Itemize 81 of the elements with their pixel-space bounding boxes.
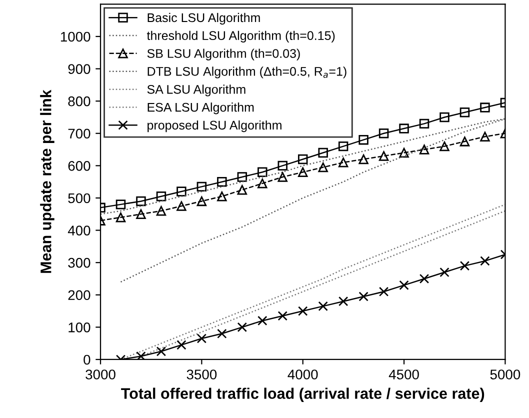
point xyxy=(237,322,248,332)
point xyxy=(419,144,430,154)
point xyxy=(217,328,227,338)
point xyxy=(440,141,450,152)
point xyxy=(419,274,430,284)
x-tick-label: 3500 xyxy=(186,370,217,380)
point xyxy=(399,148,409,158)
point xyxy=(318,162,328,172)
y-tick-label: 1000 xyxy=(60,32,90,42)
point xyxy=(237,172,248,182)
point xyxy=(136,196,146,206)
legend-label: DTB LSU Algorithm (Δth=0.5, R$_{a}$=1) xyxy=(148,66,346,78)
y-tick-label: 200 xyxy=(68,290,90,300)
point xyxy=(156,192,166,202)
point xyxy=(338,296,348,306)
point xyxy=(338,141,348,152)
y-tick-label: 300 xyxy=(68,258,90,268)
legend-label: proposed LSU Algorithm xyxy=(148,120,282,132)
point xyxy=(298,154,308,164)
point xyxy=(378,151,389,161)
point xyxy=(440,267,450,278)
y-tick-label: 400 xyxy=(68,226,90,236)
legend-label: SB LSU Algorithm (th=0.03) xyxy=(147,48,300,60)
point xyxy=(358,154,368,164)
point xyxy=(358,292,368,302)
point xyxy=(358,134,368,145)
point xyxy=(399,124,409,134)
point xyxy=(480,256,490,266)
point xyxy=(176,186,186,196)
point xyxy=(196,182,207,192)
point xyxy=(136,351,146,360)
point xyxy=(156,346,166,356)
point xyxy=(176,201,186,211)
x-axis-title: Total offered traffic load (arrival rate / service rate) xyxy=(121,388,484,402)
point xyxy=(419,118,430,129)
point xyxy=(318,148,328,158)
legend-label: SA LSU Algorithm xyxy=(147,84,246,96)
point xyxy=(440,112,450,122)
legend-label: ESA LSU Algorithm xyxy=(148,102,254,114)
point xyxy=(136,209,146,219)
y-axis-title: Mean update rate per link xyxy=(40,90,54,273)
legend-label: Basic LSU Algorithm xyxy=(148,12,260,25)
point xyxy=(258,316,268,326)
point xyxy=(237,185,248,195)
x-tick-label: 4500 xyxy=(388,370,419,380)
point xyxy=(460,260,470,271)
point xyxy=(480,132,490,142)
point xyxy=(217,176,227,187)
point xyxy=(338,158,348,168)
point xyxy=(278,160,288,171)
point xyxy=(258,178,268,188)
point xyxy=(278,311,288,321)
point xyxy=(116,200,126,210)
point xyxy=(460,108,470,118)
point xyxy=(480,102,490,112)
y-tick-label: 0 xyxy=(84,354,90,365)
point xyxy=(258,167,268,177)
point xyxy=(196,196,207,206)
point xyxy=(378,128,389,138)
x-tick-label: 4000 xyxy=(288,370,318,380)
point xyxy=(318,301,328,312)
point xyxy=(156,206,166,216)
point xyxy=(217,192,227,202)
point xyxy=(298,167,308,177)
point xyxy=(378,286,389,297)
y-tick-label: 600 xyxy=(68,161,90,171)
y-tick-label: 700 xyxy=(68,128,90,139)
y-tick-label: 500 xyxy=(68,193,90,204)
point xyxy=(298,306,308,316)
x-tick-label: 3000 xyxy=(86,370,116,380)
point xyxy=(399,280,409,290)
point xyxy=(460,136,470,146)
x-tick-label: 5000 xyxy=(490,370,520,380)
legend-label: threshold LSU Algorithm (th=0.15) xyxy=(146,30,335,42)
point xyxy=(196,334,207,344)
y-tick-label: 900 xyxy=(68,64,90,74)
point xyxy=(116,212,126,222)
point xyxy=(176,340,186,350)
y-tick-label: 800 xyxy=(68,96,90,106)
y-tick-label: 100 xyxy=(68,322,90,332)
point xyxy=(278,172,288,182)
